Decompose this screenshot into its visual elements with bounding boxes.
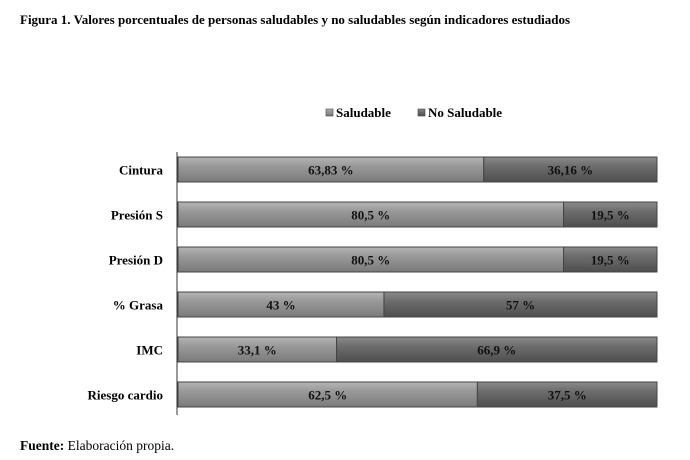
category-label-imc: IMC bbox=[136, 343, 163, 358]
data-label-presion-d-no-saludable: 19,5 % bbox=[591, 253, 630, 268]
data-label-presion-d-saludable: 80,5 % bbox=[351, 253, 390, 268]
bar-grasa-no-saludable bbox=[383, 291, 658, 318]
data-label-riesgo-cardio-no-saludable: 37,5 % bbox=[548, 388, 587, 403]
category-label-riesgo-cardio: Riesgo cardio bbox=[88, 388, 163, 403]
category-labels: Cintura Presión S Presión D % Grasa IMC Riesg… bbox=[88, 163, 164, 403]
chart-title: Figura 1. Valores porcentuales de person… bbox=[20, 12, 571, 27]
legend-swatch-no-saludable bbox=[417, 108, 426, 117]
data-label-imc-saludable: 33,1 % bbox=[238, 343, 277, 358]
category-label-grasa: % Grasa bbox=[113, 298, 164, 313]
bar-presion-d-saludable bbox=[177, 246, 565, 273]
data-label-imc-no-saludable: 66,9 % bbox=[477, 343, 516, 358]
category-label-presion-d: Presión D bbox=[109, 253, 163, 268]
bar-presion-s-saludable bbox=[177, 201, 565, 228]
bar-presion-d-no-saludable bbox=[563, 246, 658, 273]
bar-grasa-saludable bbox=[177, 291, 385, 318]
data-label-grasa-saludable: 43 % bbox=[266, 298, 295, 313]
data-label-cintura-no-saludable: 36,16 % bbox=[548, 163, 594, 178]
legend-swatch-saludable bbox=[325, 108, 334, 117]
data-label-presion-s-saludable: 80,5 % bbox=[351, 208, 390, 223]
legend-label-saludable: Saludable bbox=[336, 105, 391, 120]
bar-imc-no-saludable bbox=[336, 336, 658, 363]
data-label-riesgo-cardio-saludable: 62,5 % bbox=[308, 388, 347, 403]
source-label: Fuente: bbox=[20, 438, 65, 453]
data-label-presion-s-no-saludable: 19,5 % bbox=[591, 208, 630, 223]
legend: Saludable No Saludable bbox=[325, 105, 502, 120]
legend-label-no-saludable: No Saludable bbox=[428, 105, 502, 120]
bar-cintura-no-saludable bbox=[483, 156, 658, 183]
bar-riesgo-cardio-no-saludable bbox=[476, 381, 658, 408]
bars-group: 63,83 % 36,16 % 80,5 % 19,5 % 80,5 % 19,5 % 43… bbox=[177, 156, 658, 408]
source-text: Elaboración propia. bbox=[67, 438, 175, 453]
source-note: Fuente: Elaboración propia. bbox=[20, 438, 174, 454]
bar-presion-s-no-saludable bbox=[563, 201, 658, 228]
category-label-cintura: Cintura bbox=[119, 163, 164, 178]
data-label-grasa-no-saludable: 57 % bbox=[506, 298, 535, 313]
data-label-cintura-saludable: 63,83 % bbox=[308, 163, 354, 178]
category-label-presion-s: Presión S bbox=[111, 208, 163, 223]
